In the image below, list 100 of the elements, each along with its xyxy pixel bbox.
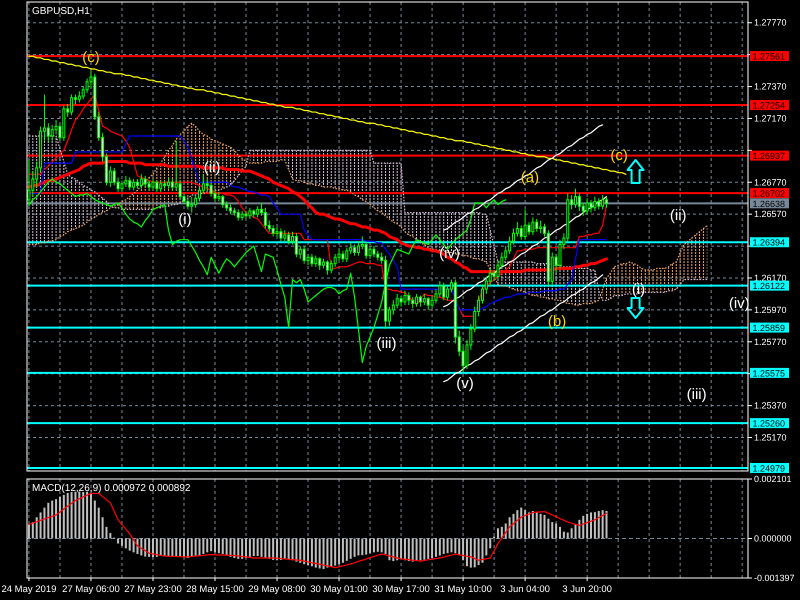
bar [152,538,154,558]
bar [423,538,426,560]
bar [256,538,259,556]
bar [307,538,310,566]
ref-line-label: 1.27561 [752,52,786,62]
bar [566,532,569,538]
candlestick [403,290,406,306]
bar [36,517,38,538]
ref-line-label: 1.25859 [752,323,786,334]
candlestick [422,293,426,306]
bar [454,538,456,554]
bar [512,514,514,538]
bar [175,538,178,557]
bar [350,538,352,559]
candlestick [434,288,438,304]
bar [396,538,398,560]
candlestick [46,122,50,143]
candlestick [70,94,74,116]
candlestick [356,240,360,256]
candlestick [178,180,182,200]
bar [171,538,174,556]
candlestick [318,256,322,270]
bar [478,538,480,566]
candlestick [368,246,372,260]
x-tick-label: 31 May 10:00 [434,584,492,595]
bar [43,508,46,538]
candlestick [426,296,430,310]
bar [226,538,228,556]
bar [578,520,580,538]
bar [392,538,394,562]
bar [233,538,236,558]
bar [288,538,290,560]
candlestick [418,295,422,308]
annotation: (v) [456,374,474,392]
candlestick [124,175,128,188]
line-series [443,124,604,231]
bar [198,538,200,556]
bar [562,532,565,538]
x-tick-label: 30 May 17:00 [372,584,430,595]
candlestick [539,220,542,234]
annotation: (iii) [376,334,397,352]
candlestick [535,218,538,232]
bar [194,538,197,556]
bar [182,538,185,558]
candlestick [229,204,232,215]
candlestick [155,180,158,192]
candlestick [326,260,329,276]
bar [310,538,313,566]
candlestick [264,207,267,230]
candlestick [248,207,252,220]
chart-title: GBPUSD,H1 [32,6,90,17]
bar [164,538,166,556]
bar [524,510,526,538]
bar [314,538,317,568]
bar [412,538,414,562]
bar [148,538,150,557]
bar [272,538,274,560]
bar [105,526,108,538]
candlestick [128,176,132,191]
candlestick [287,231,290,245]
bar [427,538,430,559]
bar [342,538,344,563]
bar [334,538,336,566]
bar [380,538,383,552]
bar [120,538,123,546]
bar [602,510,604,538]
bar [295,538,298,562]
candlestick [364,240,368,260]
bar [462,538,464,560]
x-tick-label: 27 May 06:00 [62,584,120,595]
bar [466,538,468,566]
bar [388,538,390,560]
candlestick [148,180,151,191]
bar [284,538,286,559]
candlestick [272,224,275,237]
bar [419,538,422,560]
bar [528,512,530,538]
ref-line-label: 1.26702 [752,188,786,199]
bar [245,538,248,558]
candlestick [415,293,418,308]
candlestick [496,260,500,280]
y-tick-label: 1.26570 [754,209,787,220]
bar [86,492,88,538]
bar [230,538,232,557]
y-tick-label: 1.27170 [754,113,787,124]
bar [590,512,592,538]
bar [442,538,445,554]
annotation: (b) [548,312,566,330]
bar [536,512,538,538]
candlestick [400,295,403,308]
ref-line-label: 1.26394 [752,238,786,248]
bar [446,538,449,554]
candlestick [210,182,213,198]
y-tick-label: -0.001397 [754,573,795,583]
annotation: (ii) [204,158,220,176]
candlestick [376,250,380,261]
candlestick [531,216,534,236]
x-tick-label: 28 May 15:00 [186,584,244,595]
bar [326,538,328,568]
y-tick-label: 1.26770 [754,177,787,188]
